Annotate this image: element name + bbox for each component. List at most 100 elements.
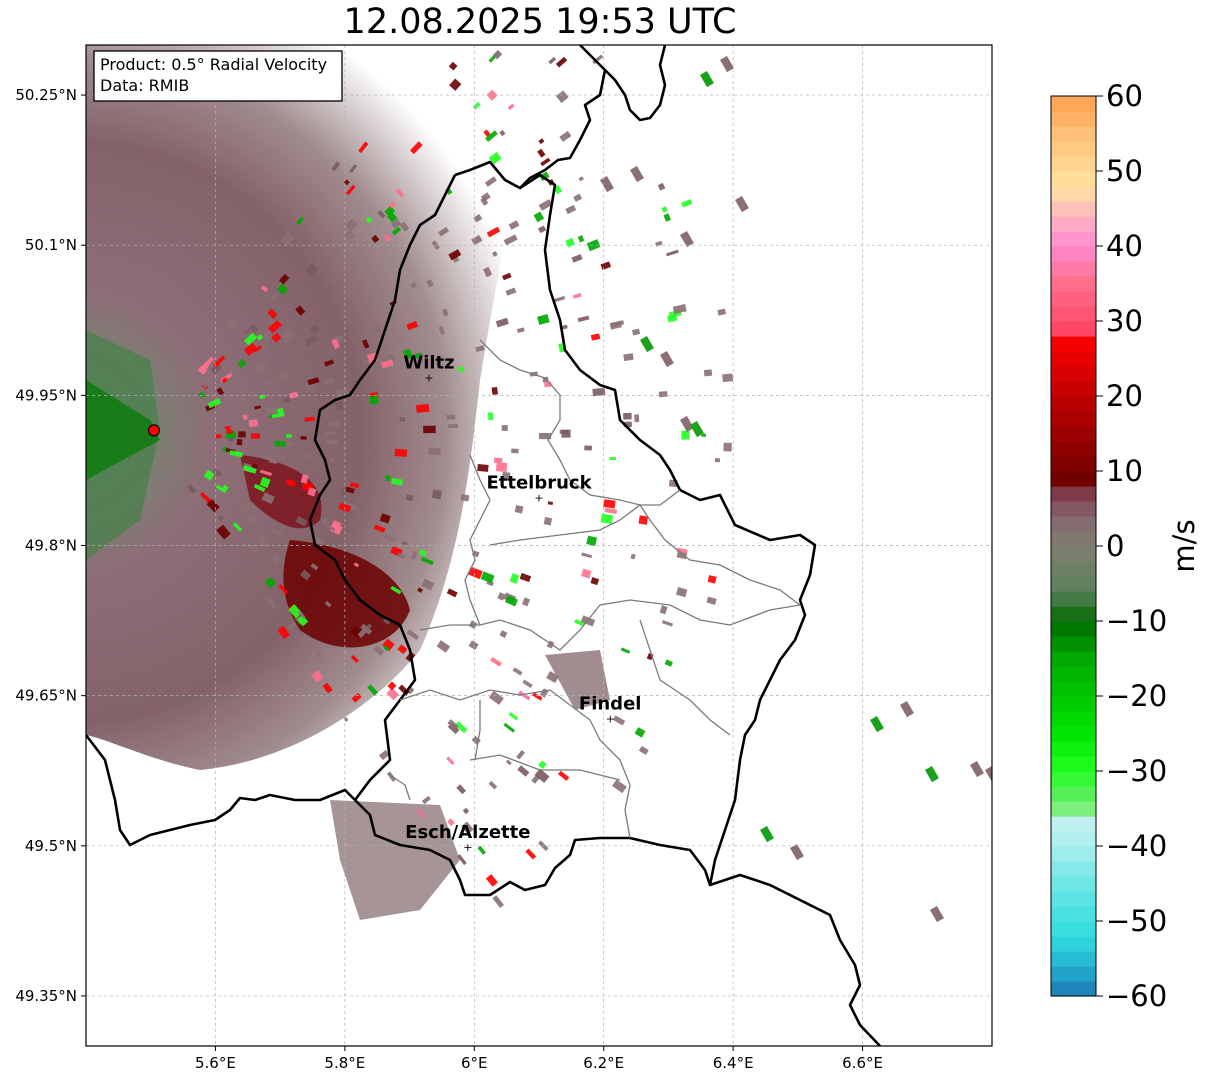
radar-echo-speckle — [331, 276, 339, 285]
radar-echo-speckle — [253, 483, 266, 492]
colorbar-swatch — [1051, 831, 1096, 847]
radar-echo-speckle — [244, 332, 258, 346]
colorbar-swatch — [1051, 816, 1096, 832]
colorbar-swatch — [1051, 906, 1096, 922]
x-tick-label: 6°E — [461, 1054, 488, 1072]
colorbar-label: m/s — [1167, 519, 1201, 572]
colorbar: 60 50 40 30 20 10 0 −10 −20 −30 −40 −50 −60 m/s — [1050, 79, 1201, 1013]
colorbar-tick-label: −50 — [1106, 904, 1167, 938]
radar-echo-speckle — [216, 524, 231, 540]
radar-echo-speckle — [254, 360, 270, 374]
district-borders — [389, 339, 801, 839]
radar-echo-speckle — [495, 462, 508, 472]
colorbar-swatch — [1051, 486, 1096, 502]
radar-echo-speckle — [592, 387, 606, 397]
radar-echo-speckle — [468, 640, 479, 651]
radar-echo-speckle — [690, 421, 704, 438]
city-markers: +Wiltz+Ettelbruck+Findel+Esch/Alzette — [403, 352, 641, 853]
colorbar-swatch — [1051, 456, 1096, 472]
colorbar-tick-label: −30 — [1106, 754, 1167, 788]
radar-echo-speckle — [259, 469, 273, 477]
y-tick-label: 49.35°N — [15, 987, 77, 1005]
radar-echo-speckle — [559, 130, 572, 142]
colorbar-swatch — [1051, 141, 1096, 157]
colorbar-swatch — [1051, 156, 1096, 172]
radar-echo-speckle — [215, 434, 222, 439]
radar-echo-speckle — [305, 263, 319, 277]
city-marker-icon: + — [424, 371, 433, 384]
radar-echo-speckle — [502, 471, 511, 481]
radar-echo-speckle — [394, 448, 408, 457]
city-marker-icon: + — [534, 491, 543, 504]
radar-echo-speckle — [657, 182, 666, 191]
radar-echo-speckle — [383, 533, 398, 543]
radar-echo-speckle — [446, 414, 456, 420]
radar-echo-speckle — [397, 644, 408, 655]
radar-echo-speckle — [391, 226, 402, 236]
radar-echo-speckle — [473, 213, 483, 223]
colorbar-swatch — [1051, 501, 1096, 517]
radar-echo-speckle — [638, 515, 649, 525]
radar-echo-speckle — [540, 157, 551, 167]
radar-echo-speckle — [428, 447, 441, 456]
radar-echo-speckle — [522, 679, 533, 688]
radar-echo-speckle — [557, 770, 570, 781]
radar-echo-speckle — [503, 234, 518, 246]
radar-echo-speckle — [366, 623, 373, 630]
radar-echo-speckle — [534, 768, 550, 783]
radar-echo-speckle — [497, 592, 506, 601]
radar-echo-speckle — [382, 638, 395, 652]
radar-echo-speckle — [667, 313, 678, 323]
x-tick-label: 6.4°E — [713, 1054, 754, 1072]
radar-echo-speckle — [930, 906, 944, 923]
radar-echo-speckle — [216, 387, 225, 396]
radar-echo-speckle — [561, 429, 571, 438]
colorbar-swatch — [1051, 216, 1096, 232]
radar-echo-speckle — [484, 176, 497, 187]
radar-echo-speckle — [349, 164, 358, 174]
radar-echo-speckle — [200, 485, 212, 497]
colorbar-swatch — [1051, 366, 1096, 382]
radar-echo-speckle — [620, 647, 631, 654]
colorbar-tick-label: −20 — [1106, 679, 1167, 713]
colorbar-swatch — [1051, 471, 1096, 487]
radar-echo-speckle — [486, 89, 498, 101]
radar-echo-speckle — [547, 501, 554, 506]
x-tick-label: 5.6°E — [195, 1054, 236, 1072]
radar-echo-speckle — [707, 575, 717, 584]
colorbar-swatch — [1051, 741, 1096, 757]
radar-echo-speckle — [250, 433, 261, 439]
colorbar-tick-label: −60 — [1106, 979, 1167, 1013]
radar-echo-speckle — [760, 826, 774, 843]
radar-echo-speckle — [259, 476, 271, 488]
radar-echo-speckle — [405, 494, 414, 502]
radar-echo-speckle — [477, 845, 487, 855]
radar-echo-speckle — [280, 328, 296, 344]
radar-echo-speckle — [661, 620, 674, 627]
radar-echo-speckle — [227, 318, 239, 330]
y-tick-label: 49.5°N — [25, 837, 77, 855]
colorbar-swatch — [1051, 606, 1096, 622]
radar-echo-speckle — [212, 468, 222, 477]
radar-echo-speckle — [574, 619, 586, 627]
colorbar-tick-label: 0 — [1106, 529, 1124, 563]
radar-echo-speckle — [789, 844, 804, 861]
radar-echo-speckle — [658, 391, 668, 398]
colorbar-swatch — [1051, 786, 1096, 802]
radar-echo-speckle — [517, 765, 530, 777]
radar-echo-speckle — [271, 332, 282, 343]
radar-echo-speckle — [706, 596, 717, 605]
radar-echo-speckle — [284, 441, 294, 446]
radar-echo-speckle — [420, 556, 434, 566]
radar-echo-speckle — [390, 585, 402, 595]
radar-echo-speckle — [383, 645, 390, 652]
radar-echo-speckle — [329, 421, 340, 427]
radar-echo-speckle — [305, 381, 317, 393]
map-title: 12.08.2025 19:53 UTC — [343, 2, 737, 42]
radar-echo-speckle — [600, 261, 612, 270]
radar-echo-speckle — [590, 333, 601, 341]
radar-echo-speckle — [216, 423, 226, 432]
radar-echo-speckle — [409, 352, 423, 360]
radar-echo-speckle — [675, 586, 688, 598]
radar-echo-speckle — [447, 719, 459, 731]
